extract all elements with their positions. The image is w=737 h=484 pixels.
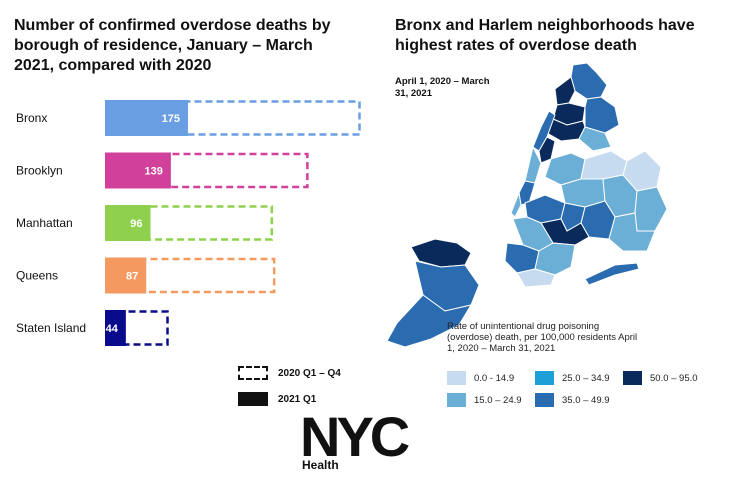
map-legend: 0.0 - 14.9 25.0 – 34.9 50.0 – 95.0 15.0 … xyxy=(447,370,737,414)
logo-subtitle: Health xyxy=(302,458,339,472)
map-legend-label: 15.0 – 24.9 xyxy=(474,394,522,406)
map-legend-swatch xyxy=(623,371,642,385)
map-legend-row: 15.0 – 24.9 35.0 – 49.9 xyxy=(447,392,737,408)
map-legend-label: 35.0 – 49.9 xyxy=(562,394,610,406)
map-region-staten-north xyxy=(410,238,472,268)
map-legend-label: 50.0 – 95.0 xyxy=(650,372,698,384)
map-legend-swatch xyxy=(447,371,466,385)
map-legend-swatch xyxy=(535,393,554,407)
category-label: Bronx xyxy=(16,111,47,125)
map-period: April 1, 2020 – March 31, 2021 xyxy=(395,76,490,99)
dashed-swatch xyxy=(238,366,268,380)
map-region-rockaway xyxy=(584,262,640,286)
map-legend-swatch xyxy=(535,371,554,385)
map-legend-item: 35.0 – 49.9 xyxy=(535,393,623,407)
category-label: Brooklyn xyxy=(16,164,63,178)
legend-item-2020: 2020 Q1 – Q4 xyxy=(238,364,378,382)
category-label: Staten Island xyxy=(16,321,86,335)
map-region-queens-far-east xyxy=(634,186,668,232)
bar-2021 xyxy=(105,100,188,136)
map-region-queens-southeast xyxy=(608,212,656,252)
map-legend-label: 25.0 – 34.9 xyxy=(562,372,610,384)
map-region-bronx-southeast xyxy=(578,126,612,152)
bar-2021 xyxy=(105,205,151,241)
map-region-harlem xyxy=(538,136,556,164)
map-legend-title: Rate of unintentional drug poisoning (ov… xyxy=(447,321,638,354)
bar-chart: Bronx 175 Brooklyn 139 Manhattan 96 Queens 87 St… xyxy=(16,100,361,346)
bar-2021 xyxy=(105,257,147,294)
value-label: 175 xyxy=(162,113,180,125)
map-legend-item: 15.0 – 24.9 xyxy=(447,393,535,407)
value-label: 44 xyxy=(106,323,119,335)
map-title: Bronx and Harlem neighborhoods have high… xyxy=(395,17,695,54)
map-region-bronx-east xyxy=(584,96,620,134)
map-legend-item: 0.0 - 14.9 xyxy=(447,371,535,385)
map-region-staten-south xyxy=(386,294,473,348)
map-region-queens-north xyxy=(580,150,628,180)
map-legend-row: 0.0 - 14.9 25.0 – 34.9 50.0 – 95.0 xyxy=(447,370,737,386)
value-label: 139 xyxy=(145,166,163,178)
category-label: Queens xyxy=(16,269,58,283)
map-region-manhattan-south xyxy=(510,191,522,218)
legend-label-2021: 2021 Q1 xyxy=(278,393,317,405)
map-region-bronx-west xyxy=(554,76,576,106)
map-legend-item: 50.0 – 95.0 xyxy=(623,371,711,385)
map-legend-swatch xyxy=(447,393,466,407)
nyc-health-logo: NYC xyxy=(300,410,413,468)
solid-swatch xyxy=(238,392,268,406)
map-region-bronx-north xyxy=(570,62,608,100)
value-label: 87 xyxy=(126,271,138,283)
bar-2020 xyxy=(105,257,276,294)
chart-title: Number of confirmed overdose deaths by b… xyxy=(14,17,331,74)
category-label: Manhattan xyxy=(16,216,73,230)
map-region-manhattan-mid xyxy=(524,145,542,184)
legend-label-2020: 2020 Q1 – Q4 xyxy=(278,367,341,379)
value-label: 96 xyxy=(130,218,142,230)
map-region-brooklyn-coney xyxy=(516,268,556,288)
map-legend-item: 25.0 – 34.9 xyxy=(535,371,623,385)
map-legend-label: 0.0 - 14.9 xyxy=(474,372,515,384)
bar-2021 xyxy=(105,152,171,189)
nyc-choropleth-map xyxy=(386,62,668,348)
legend-item-2021: 2021 Q1 xyxy=(238,390,378,408)
map-regions xyxy=(386,62,668,348)
bar-2021 xyxy=(105,310,126,346)
logo-text: NYC xyxy=(300,410,409,468)
chart-legend: 2020 Q1 – Q4 2021 Q1 xyxy=(238,364,378,416)
